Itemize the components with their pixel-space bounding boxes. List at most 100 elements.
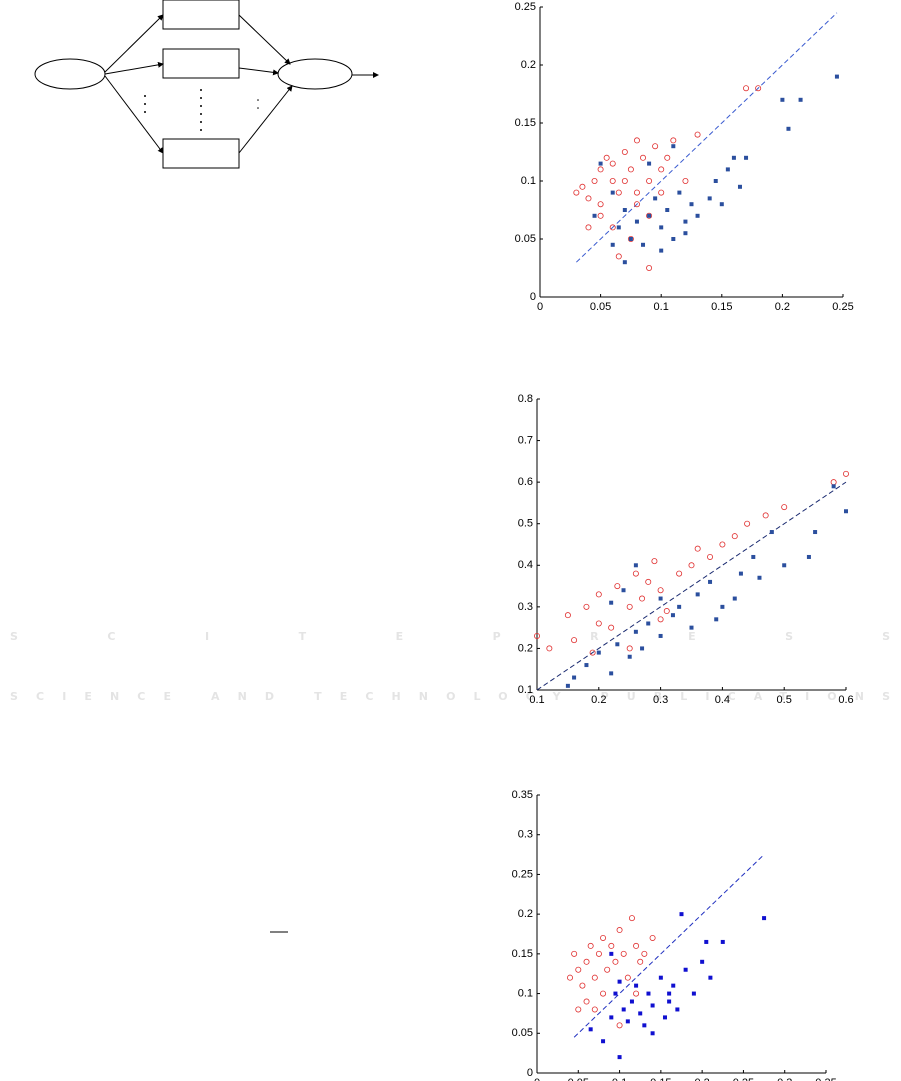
point bbox=[675, 1007, 680, 1012]
point bbox=[708, 975, 713, 980]
point bbox=[831, 484, 836, 489]
point bbox=[646, 264, 653, 271]
point bbox=[720, 939, 725, 944]
point bbox=[683, 219, 688, 224]
x-tick-label: 0.15 bbox=[711, 301, 732, 313]
x-tick-label: 0.3 bbox=[777, 1077, 792, 1081]
y-tick-label: 0 bbox=[527, 1067, 533, 1079]
point bbox=[650, 1031, 655, 1036]
point bbox=[633, 137, 640, 144]
point bbox=[713, 179, 718, 183]
point bbox=[725, 167, 730, 172]
point bbox=[649, 934, 656, 941]
point bbox=[567, 974, 574, 981]
box bbox=[162, 48, 240, 79]
point bbox=[650, 1003, 655, 1008]
point bbox=[689, 202, 694, 207]
point bbox=[600, 934, 607, 941]
x-tick-label: 0.2 bbox=[694, 1077, 709, 1081]
point bbox=[658, 633, 663, 638]
point bbox=[657, 616, 664, 623]
point bbox=[658, 166, 665, 173]
point bbox=[691, 991, 696, 996]
point bbox=[546, 645, 553, 652]
point bbox=[719, 541, 726, 548]
point bbox=[744, 155, 749, 160]
point bbox=[622, 260, 627, 265]
point bbox=[597, 201, 604, 208]
chart: 0.1 0.2 0.3 0.4 0.5 0.6 0.7 0.8 0.1 0.2 0.3 0.4 0.5 0… bbox=[518, 393, 854, 706]
chart: 0 0.05 0.1 0.15 0.2 0.25 0 0.05 0.1 0.15 0.2 0.25 bbox=[515, 1, 854, 313]
point bbox=[565, 683, 570, 688]
x-tick-label: 0.3 bbox=[653, 694, 668, 706]
point bbox=[786, 126, 791, 131]
point bbox=[731, 533, 738, 540]
point bbox=[600, 990, 607, 997]
point bbox=[595, 591, 602, 598]
point bbox=[601, 1039, 606, 1044]
point bbox=[694, 545, 701, 552]
point bbox=[571, 950, 578, 957]
point bbox=[751, 554, 756, 559]
x-tick-label: 0.5 bbox=[777, 694, 792, 706]
point bbox=[633, 189, 640, 196]
y-tick-label: 0.5 bbox=[518, 518, 533, 530]
point bbox=[627, 235, 634, 242]
point bbox=[738, 571, 743, 576]
point bbox=[642, 1023, 647, 1028]
point bbox=[624, 974, 631, 981]
y-tick-label: 0.25 bbox=[512, 868, 533, 880]
point bbox=[708, 579, 713, 584]
y-tick-label: 0.3 bbox=[518, 829, 533, 841]
reference-line bbox=[536, 481, 847, 691]
reference-line bbox=[576, 12, 838, 263]
point bbox=[641, 242, 646, 247]
point bbox=[682, 177, 689, 184]
x-tick-label: 0 bbox=[534, 1077, 540, 1081]
x-tick-label: 0.1 bbox=[612, 1077, 627, 1081]
y-tick-label: 0.4 bbox=[518, 559, 533, 571]
box bbox=[162, 138, 240, 169]
point bbox=[646, 621, 651, 626]
point bbox=[579, 982, 586, 989]
point bbox=[638, 1011, 643, 1016]
point bbox=[667, 999, 672, 1004]
point bbox=[632, 570, 639, 577]
point bbox=[694, 131, 701, 138]
point bbox=[658, 596, 663, 601]
point bbox=[647, 213, 652, 218]
point bbox=[762, 916, 767, 921]
point bbox=[534, 632, 541, 639]
y-tick-label: 0.1 bbox=[518, 987, 533, 999]
point bbox=[573, 189, 580, 196]
point bbox=[769, 530, 774, 535]
point bbox=[780, 97, 785, 102]
point bbox=[653, 196, 658, 201]
y-tick-label: 0 bbox=[530, 291, 536, 303]
y-tick-label: 0.7 bbox=[518, 434, 533, 446]
point bbox=[579, 183, 586, 190]
point bbox=[782, 563, 787, 568]
point bbox=[633, 201, 640, 208]
point bbox=[658, 975, 663, 980]
point bbox=[597, 166, 604, 173]
point bbox=[617, 979, 622, 984]
y-tick-label: 0.15 bbox=[515, 117, 536, 129]
point bbox=[671, 237, 676, 241]
point bbox=[621, 588, 626, 593]
point bbox=[564, 612, 571, 619]
x-tick-label: 0.6 bbox=[838, 694, 853, 706]
point bbox=[646, 991, 651, 996]
point bbox=[652, 143, 659, 150]
point bbox=[597, 212, 604, 219]
point bbox=[622, 208, 627, 212]
x-tick-label: 0.15 bbox=[650, 1077, 671, 1081]
point bbox=[679, 912, 684, 917]
point bbox=[806, 554, 811, 559]
point bbox=[589, 649, 596, 656]
point bbox=[677, 604, 682, 609]
point bbox=[583, 958, 590, 965]
arrow bbox=[104, 75, 164, 154]
point bbox=[834, 74, 839, 79]
x-tick-label: 0.2 bbox=[775, 301, 790, 313]
